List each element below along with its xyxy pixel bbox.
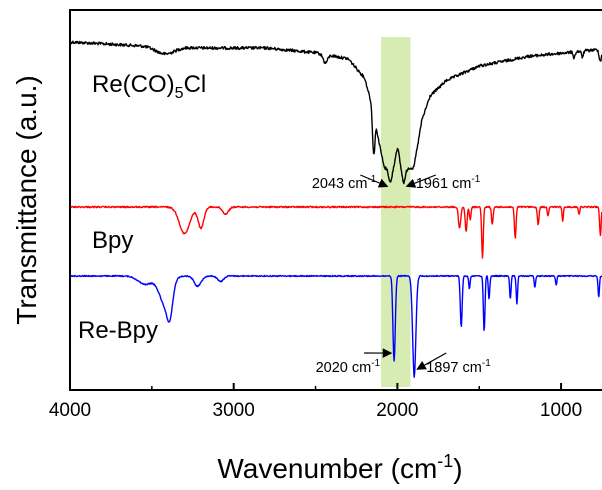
series-label-re-co-: Re(CO)5Cl (92, 71, 206, 102)
x-tick-label: 4000 (49, 400, 91, 421)
x-tick-label: 1000 (540, 400, 582, 421)
x-tick-label: 2000 (376, 400, 418, 421)
x-axis-title: Wavenumber (cm-1) (217, 451, 462, 484)
series-layer (69, 40, 602, 378)
series-label-layer: Re(CO)5Cl Bpy Re-Bpy (78, 71, 206, 344)
annotation-arrow (416, 352, 447, 370)
series-line-re-co- (69, 40, 602, 185)
series-label-re-bpy: Re-Bpy (78, 317, 158, 344)
series-line-re-bpy (69, 274, 602, 378)
annotation-arrow (405, 174, 436, 188)
x-axis-title-tail: ) (453, 453, 462, 484)
series-label-bpy: Bpy (92, 227, 133, 254)
x-tick-layer: 4000 3000 2000 1000 (49, 383, 582, 421)
x-axis-title-main: Wavenumber (cm (217, 453, 437, 484)
annotation-label: 1961 cm-1 (416, 174, 481, 192)
annotation-layer: 2043 cm-1 1961 cm-1 2020 cm-1 1897 cm-1 (312, 174, 491, 376)
y-axis-title: Transmittance (a.u.) (11, 75, 42, 324)
plot-frame (69, 9, 602, 391)
annotation-label: 2020 cm-1 (316, 358, 381, 376)
annotation-label: 2043 cm-1 (312, 174, 377, 192)
annotation-arrow (360, 174, 389, 188)
x-axis-title-sup: -1 (437, 451, 453, 471)
annotation-label: 1897 cm-1 (426, 358, 491, 376)
x-tick-label: 3000 (213, 400, 255, 421)
series-line-bpy (69, 205, 602, 259)
